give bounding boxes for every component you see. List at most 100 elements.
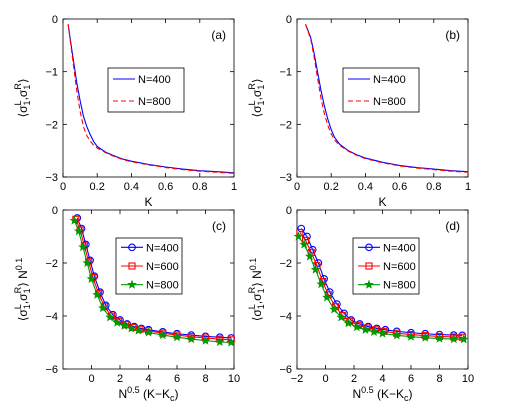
data-point (92, 289, 102, 299)
legend-marker (128, 243, 136, 252)
legend-marker (128, 262, 136, 270)
legend: N=400 N=600 N=800 (352, 237, 420, 295)
x-tick-label: 0.4 (124, 181, 139, 193)
x-tick-label: 8 (436, 373, 442, 385)
y-tick-label: −1 (279, 67, 292, 79)
data-point (82, 257, 93, 268)
x-tick-label: 0.6 (392, 181, 407, 193)
chart-panel-b: 0 0.2 0.4 0.6 0.8 1−3−2−10K⟨σ1L,σ1R⟩(b)N=400N… (247, 14, 471, 209)
data-point (303, 232, 311, 241)
series-line (67, 24, 235, 174)
data-point (352, 322, 362, 332)
y-tick-label: −2 (45, 258, 58, 270)
series-2 (69, 215, 236, 347)
y-tick-label: 0 (52, 205, 58, 217)
y-tick-label: −2 (45, 119, 58, 131)
legend: N=400 N=800 (342, 67, 420, 113)
legend-marker (364, 279, 374, 289)
x-tick-label: 4 (145, 373, 151, 385)
data-point (329, 304, 339, 314)
x-axis-label: N0.5 (K−Kc) (352, 385, 412, 403)
x-tick-label: 1 (465, 181, 471, 193)
legend-label: N=800 (373, 96, 406, 108)
chart-panel-d: −2 0 2 4 6 8 10 −6 −4 −2 0 N0.5 (K−Kc) ⟨σ1L,σ1R⟩ N0.… (247, 205, 474, 403)
panel-label: (c) (212, 219, 226, 233)
legend: N=400 N=600 N=800 (115, 237, 183, 295)
data-point (336, 312, 346, 322)
panel-label: (b) (445, 28, 460, 42)
data-point (226, 337, 236, 347)
data-point (105, 312, 115, 322)
y-tick-label: −2 (279, 119, 292, 131)
x-axis-label: K (144, 195, 152, 209)
y-tick-label: −1 (45, 67, 58, 79)
x-tick-label: 0.4 (358, 181, 373, 193)
data-point (98, 303, 108, 313)
data-point (119, 320, 130, 330)
x-tick-label: 0 (88, 373, 94, 385)
y-axis-label: ⟨σ1L,σ1R⟩ (13, 78, 32, 117)
x-tick-label: 0 (294, 181, 300, 193)
data-point (293, 231, 304, 241)
y-tick-label: −4 (279, 311, 292, 323)
data-point (133, 325, 144, 335)
x-tick-label: 0.2 (324, 181, 339, 193)
x-tick-label: 0.8 (426, 181, 441, 193)
x-tick-label: 10 (462, 373, 474, 385)
data-point (172, 332, 182, 342)
x-tick-label: 0.8 (192, 181, 207, 193)
legend-label: N=600 (146, 261, 179, 273)
x-tick-label: 10 (228, 373, 240, 385)
x-axis-label: K (378, 195, 386, 209)
x-tick-label: 4 (379, 373, 385, 385)
legend-marker (127, 279, 137, 289)
x-tick-label: 2 (117, 373, 123, 385)
data-point (406, 331, 416, 341)
data-point (86, 273, 97, 283)
x-tick-label: 0.6 (158, 181, 173, 193)
series-1 (67, 24, 235, 174)
data-point (186, 334, 197, 344)
legend: N=400 N=800 (107, 67, 185, 113)
x-tick-label: 8 (202, 373, 208, 385)
data-point (369, 326, 379, 336)
data-point (200, 335, 211, 345)
legend-label: N=400 (383, 242, 416, 254)
x-tick-label: 6 (408, 373, 414, 385)
chart-panel-a: 0 0.2 0.4 0.6 0.8 1−3−2−10K⟨σ1L,σ1R⟩(a)N=400N… (13, 14, 237, 209)
y-axis-label: ⟨σ1L,σ1R⟩ N0.1 (13, 258, 32, 322)
x-tick-label: 0 (322, 373, 328, 385)
data-point (78, 242, 88, 252)
data-point (434, 333, 445, 343)
y-axis-label: ⟨σ1L,σ1R⟩ N0.1 (247, 258, 266, 322)
data-point (458, 334, 469, 344)
panel-label: (a) (211, 28, 226, 42)
data-point (377, 328, 388, 338)
legend-label: N=600 (383, 261, 416, 273)
legend-label: N=800 (146, 280, 179, 292)
x-tick-label: 1 (231, 181, 237, 193)
legend-box (342, 67, 420, 113)
y-tick-label: −6 (279, 364, 292, 376)
data-point (420, 332, 431, 342)
x-tick-label: 2 (351, 373, 357, 385)
legend-label: N=400 (146, 242, 179, 254)
series-1 (305, 24, 469, 173)
y-tick-label: 0 (286, 205, 292, 217)
data-point (310, 264, 321, 274)
panel-label: (d) (445, 219, 460, 233)
x-tick-label: 6 (174, 373, 180, 385)
data-point (343, 318, 354, 328)
legend-box (107, 67, 185, 113)
data-point (322, 292, 332, 302)
y-tick-label: −3 (45, 172, 58, 184)
data-point (305, 251, 315, 261)
data-point (297, 224, 306, 233)
data-point (143, 327, 154, 337)
legend-label: N=400 (373, 74, 406, 86)
chart-panel-c: 0 2 4 6 8 10 −6 −4 −2 0 N0.5 (K−Kc) ⟨σ1L,σ1R⟩ N0.1 (… (13, 205, 240, 403)
y-tick-label: 0 (286, 14, 292, 26)
y-tick-label: −4 (45, 311, 58, 323)
data-point (448, 334, 459, 344)
